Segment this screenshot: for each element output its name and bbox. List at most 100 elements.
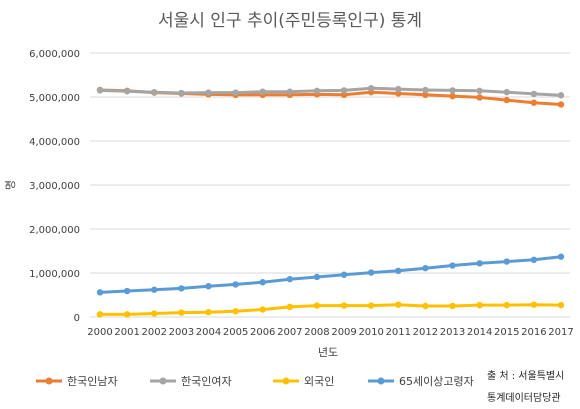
series-line — [98, 86, 563, 97]
y-axis-ticks: 0 1,000,000 2,000,000 3,000,000 4,000,000 5,0… — [29, 49, 80, 324]
x-tick-label: 2006 — [250, 327, 275, 338]
x-tick-label: 2014 — [467, 327, 492, 338]
data-point — [395, 90, 402, 97]
x-tick-label: 2005 — [223, 327, 248, 338]
data-point — [503, 258, 510, 265]
data-point — [476, 94, 483, 101]
data-point — [367, 85, 375, 92]
x-tick-label: 2002 — [142, 327, 167, 338]
data-point — [449, 302, 456, 310]
y-tick-label: 5,000,000 — [29, 93, 80, 104]
x-tick-label: 2010 — [358, 327, 383, 338]
x-tick-label: 2017 — [548, 327, 573, 338]
data-point — [476, 260, 483, 267]
data-point — [340, 302, 348, 309]
legend-label: 외국인 — [304, 375, 334, 388]
data-point — [530, 99, 538, 106]
y-tick-label: 2,000,000 — [29, 225, 80, 236]
x-tick-label: 2001 — [114, 327, 139, 338]
data-point — [422, 86, 429, 94]
data-point — [96, 87, 104, 94]
data-point — [232, 281, 239, 288]
data-point — [313, 87, 321, 95]
data-point — [557, 301, 565, 309]
data-point — [367, 302, 375, 309]
data-point — [422, 302, 429, 310]
y-axis-label: 명 — [4, 180, 17, 190]
source-line-1: 출 처 : 서울특별시 — [487, 370, 564, 382]
x-axis-label: 년도 — [318, 346, 338, 359]
data-point — [123, 311, 131, 318]
legend: 한국인남자 한국인여자 외국인 65세이상고령자 — [36, 375, 474, 388]
data-point — [503, 301, 510, 309]
data-point — [503, 96, 510, 104]
data-point — [259, 279, 266, 286]
data-point — [205, 283, 212, 290]
x-tick-label: 2004 — [196, 327, 221, 338]
data-point — [232, 308, 239, 315]
data-point — [422, 264, 429, 272]
x-tick-label: 2016 — [521, 327, 546, 338]
source-line-2: 통계데이터담당관 — [487, 392, 561, 404]
data-point — [422, 91, 429, 99]
data-point — [286, 275, 294, 283]
data-point — [96, 289, 104, 296]
series-line — [98, 303, 563, 316]
legend-marker — [282, 377, 290, 385]
data-point — [286, 88, 294, 95]
data-point — [395, 85, 402, 93]
y-tick-label: 6,000,000 — [29, 49, 80, 60]
series-3 — [96, 301, 565, 318]
data-point — [449, 87, 456, 94]
data-point — [178, 285, 185, 292]
legend-label: 65세이상고령자 — [399, 375, 474, 388]
data-point — [503, 88, 510, 96]
data-point — [123, 287, 131, 295]
grid-lines — [90, 52, 570, 318]
legend-label: 한국인남자 — [67, 375, 118, 388]
data-point — [367, 269, 375, 276]
data-point — [557, 92, 565, 99]
data-point — [259, 306, 266, 313]
y-tick-label: 4,000,000 — [29, 137, 80, 148]
data-point — [151, 310, 158, 317]
data-point — [232, 89, 239, 96]
data-point — [476, 87, 483, 95]
legend-marker — [377, 377, 385, 385]
data-point — [205, 308, 212, 316]
x-tick-label: 2003 — [169, 327, 194, 338]
data-point — [557, 101, 565, 108]
x-tick-label: 2000 — [87, 327, 112, 338]
y-tick-label: 1,000,000 — [29, 269, 80, 280]
data-point — [530, 90, 538, 98]
data-point — [340, 87, 348, 94]
data-point — [449, 262, 456, 269]
data-point — [205, 89, 212, 96]
y-tick-label: 3,000,000 — [29, 181, 80, 192]
data-point — [395, 267, 402, 274]
y-tick-label: 0 — [74, 313, 80, 324]
data-point — [476, 301, 483, 309]
legend-marker — [159, 377, 167, 385]
x-tick-label: 2013 — [440, 327, 465, 338]
data-point — [449, 92, 456, 100]
series-lines — [96, 85, 565, 318]
data-point — [178, 309, 185, 316]
data-point — [395, 301, 402, 308]
data-point — [286, 303, 294, 311]
data-point — [178, 89, 185, 97]
data-point — [313, 273, 321, 281]
x-tick-label: 2011 — [386, 327, 411, 338]
x-axis-ticks: 2000 2001 2002 2003 2004 2005 2006 2007 2008 2009… — [87, 327, 573, 338]
data-point — [340, 271, 348, 278]
data-point — [313, 302, 321, 309]
data-point — [259, 88, 266, 95]
x-tick-label: 2015 — [494, 327, 519, 338]
series-2 — [96, 85, 565, 99]
series-line — [98, 255, 563, 294]
legend-label: 한국인여자 — [181, 375, 232, 388]
data-point — [557, 253, 565, 260]
data-point — [340, 91, 348, 99]
data-point — [151, 286, 158, 293]
